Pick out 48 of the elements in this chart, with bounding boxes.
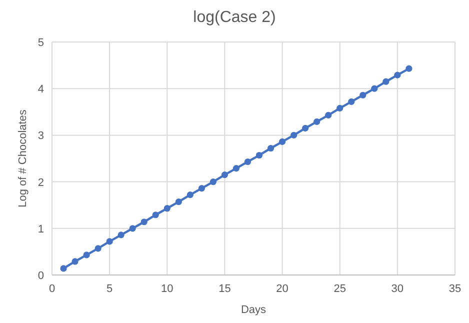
point <box>198 185 205 192</box>
x-tick-label: 15 <box>218 283 231 295</box>
point <box>118 232 124 238</box>
point <box>267 144 274 152</box>
point <box>221 172 228 178</box>
x-tick-label: 35 <box>448 283 462 295</box>
point <box>302 124 309 132</box>
y-tick-label: 3 <box>38 130 44 142</box>
point <box>175 198 182 206</box>
point <box>278 138 286 146</box>
point <box>140 218 148 226</box>
point <box>360 92 366 98</box>
point <box>129 225 136 232</box>
x-axis-title: Days <box>240 304 267 316</box>
y-axis-title: Log of # Chocolates <box>17 109 29 208</box>
point <box>72 258 78 265</box>
point <box>164 205 170 212</box>
point <box>406 65 412 72</box>
y-tick-label: 0 <box>38 270 44 282</box>
point <box>371 85 378 92</box>
point <box>290 132 298 138</box>
y-tick-label: 5 <box>38 37 44 49</box>
point <box>83 252 90 258</box>
x-tick-label: 25 <box>334 283 346 295</box>
point <box>210 178 216 186</box>
chart-title: log(Case 2) <box>193 9 276 26</box>
point <box>314 118 320 125</box>
point <box>256 152 263 159</box>
x-tick-label: 0 <box>48 283 56 295</box>
point <box>232 164 240 172</box>
point <box>60 265 67 272</box>
point <box>394 72 401 78</box>
point <box>336 104 344 112</box>
y-tick-label: 2 <box>38 176 44 189</box>
point <box>186 192 194 198</box>
point <box>94 245 102 252</box>
point <box>348 98 355 105</box>
point <box>152 212 159 218</box>
point <box>244 158 252 166</box>
point <box>325 112 332 118</box>
point <box>106 238 113 245</box>
x-tick-label: 20 <box>276 283 288 295</box>
x-tick-label: 5 <box>106 283 113 295</box>
y-tick-label: 4 <box>38 84 44 96</box>
point <box>382 78 390 85</box>
x-tick-label: 30 <box>391 283 404 295</box>
y-tick-label: 1 <box>38 223 44 236</box>
x-tick-label: 10 <box>161 283 174 295</box>
